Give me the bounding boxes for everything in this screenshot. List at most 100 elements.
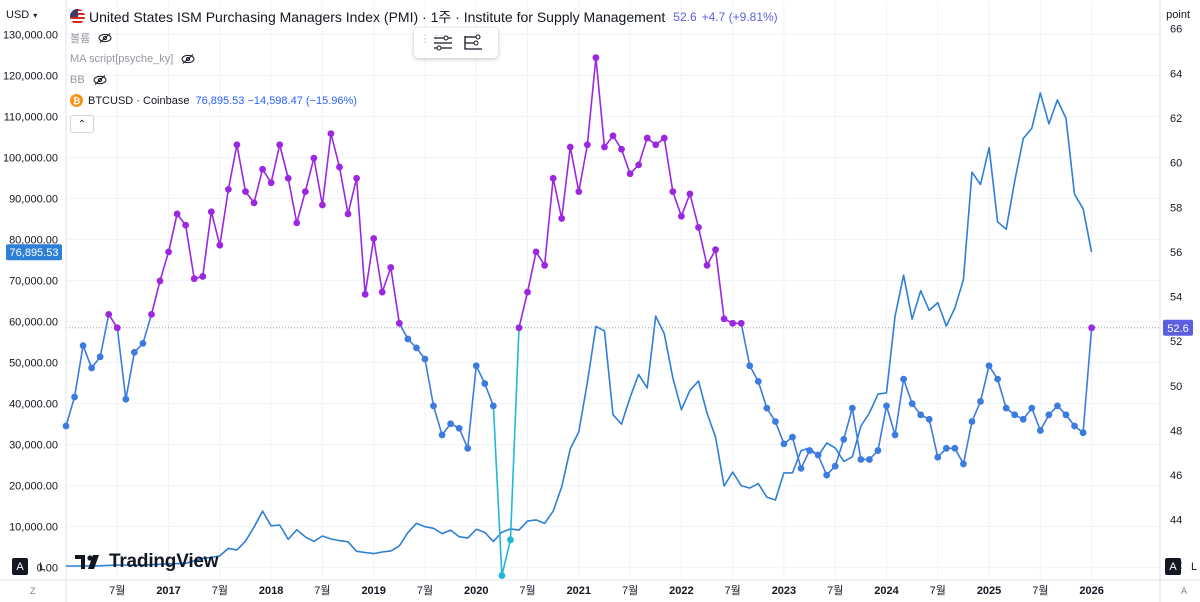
currency-selector[interactable]: USD ▾ [6, 9, 37, 21]
indicator-volume[interactable]: 볼륨 [70, 27, 778, 48]
pmi-data-point [182, 221, 190, 229]
pmi-line-segment [902, 378, 913, 405]
pmi-data-point [652, 141, 660, 149]
pmi-data-point [259, 165, 266, 173]
floating-toolbar[interactable]: ⋮⋮ [414, 28, 498, 58]
pmi-data-point [814, 451, 822, 459]
pmi-data-point [489, 402, 497, 410]
btc-series-legend[interactable]: ₿ BTCUSD · Coinbase 76,895.53 −14,598.47… [70, 90, 778, 111]
pmi-data-point [156, 277, 164, 285]
drag-handle-icon[interactable]: ⋮⋮ [420, 34, 442, 45]
right-axis-tick-label: 62 [1170, 113, 1182, 125]
auto-scale-left-button[interactable]: A [12, 558, 28, 575]
pmi-data-point [592, 54, 600, 62]
pmi-data-point [823, 471, 831, 479]
pmi-line-segment [595, 56, 606, 148]
pmi-line-segment [253, 168, 264, 204]
pmi-data-point [558, 215, 566, 222]
pmi-data-point [62, 422, 70, 430]
indicator-bb[interactable]: BB [70, 69, 778, 90]
pmi-line-segment [552, 177, 563, 220]
tradingview-logo-text: TradingView [109, 551, 219, 572]
pmi-line-segment [894, 378, 905, 436]
pmi-line-segment [201, 210, 213, 278]
pmi-data-point [438, 431, 446, 439]
pmi-data-point [148, 310, 155, 318]
tradingview-logo[interactable]: TradingView [75, 551, 219, 573]
pmi-line-segment [295, 190, 307, 224]
pmi-data-point [515, 324, 523, 332]
pmi-line-segment [270, 143, 281, 184]
pmi-last-value-label: 52.6 [1167, 323, 1188, 335]
pmi-data-point [746, 362, 754, 370]
tradingview-logo-icon [75, 555, 99, 569]
pmi-line-segment [330, 132, 341, 168]
btc-price-line [66, 92, 1093, 567]
auto-corner-label[interactable]: A [1181, 586, 1188, 596]
pmi-data-point [532, 248, 540, 256]
pmi-line-segment [142, 313, 153, 345]
time-axis-tick-label: 2017 [156, 585, 180, 597]
pmi-data-point [71, 393, 78, 401]
left-axis-tick-label: 40,000.00 [9, 399, 58, 411]
pmi-line-segment [210, 210, 221, 246]
pmi-line-segment [569, 146, 580, 193]
pmi-data-point [797, 465, 805, 472]
log-scale-right-button[interactable]: L [1190, 560, 1198, 573]
pmi-line-segment [817, 454, 828, 476]
auto-scale-right-button[interactable]: A [1165, 558, 1181, 575]
pmi-data-point [712, 246, 719, 254]
pmi-line-segment [424, 358, 435, 407]
pmi-change: +4.7 (+9.81%) [701, 9, 778, 24]
right-axis-tick-label: 44 [1170, 515, 1182, 527]
pmi-line-segment [697, 226, 708, 267]
pmi-data-point [857, 456, 865, 463]
series-settings-button[interactable] [428, 31, 458, 55]
pmi-line-segment [219, 188, 230, 246]
pmi-line-segment [236, 143, 247, 193]
pmi-data-point [224, 186, 232, 193]
pmi-data-point [447, 420, 455, 428]
pmi-line-segment [509, 326, 520, 541]
right-axis-tick-label: 48 [1170, 425, 1182, 437]
pmi-data-point [327, 130, 335, 138]
left-axis-tick-label: 70,000.00 [9, 275, 58, 287]
btc-last-value-tag [6, 244, 62, 261]
pmi-data-point [925, 415, 933, 423]
eye-off-icon[interactable] [93, 74, 107, 85]
main-series-title[interactable]: United States ISM Purchasing Managers In… [70, 6, 778, 27]
left-axis-tick-label: 10,000.00 [9, 522, 58, 534]
pmi-data-point [643, 134, 651, 142]
time-axis-tick-label: 2025 [977, 585, 1001, 597]
object-tree-button[interactable] [458, 31, 488, 55]
indicator-ma[interactable]: MA script[psyche_ky] [70, 48, 778, 69]
log-scale-left-button[interactable]: L [38, 560, 46, 573]
time-axis-tick-label: 2021 [567, 585, 591, 597]
time-axis-tick-label: 2023 [772, 585, 796, 597]
pmi-line-segment [526, 251, 537, 293]
pmi-data-point [284, 174, 292, 182]
pmi-data-point [1002, 404, 1010, 412]
pmi-data-point [686, 190, 694, 198]
pmi-line-segment [842, 407, 854, 441]
left-axis-tick-label: 30,000.00 [9, 440, 58, 452]
eye-off-icon[interactable] [98, 32, 112, 43]
pmi-line-segment [757, 380, 768, 409]
pmi-data-point [395, 319, 403, 327]
pmi-line-segment [1082, 326, 1093, 434]
pmi-data-point [1011, 411, 1019, 419]
zoom-corner-label[interactable]: Z [30, 586, 36, 596]
pmi-data-point [583, 141, 591, 149]
left-axis-tick-label: 0.00 [37, 563, 58, 575]
pmi-data-point [113, 324, 121, 332]
collapse-legend-button[interactable]: ⌃ [70, 115, 94, 133]
pmi-data-point [173, 210, 181, 218]
eye-off-icon[interactable] [181, 53, 195, 64]
pmi-line-segment [125, 351, 136, 401]
pmi-data-point [900, 375, 907, 383]
pmi-data-point [618, 145, 625, 153]
pmi-data-point [413, 344, 420, 352]
time-axis-tick-label: 7월 [1032, 584, 1048, 597]
